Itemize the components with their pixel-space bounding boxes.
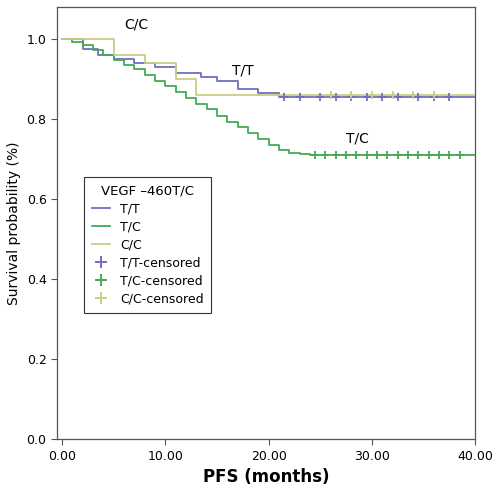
Text: C/C: C/C [124, 18, 148, 32]
Text: T/C: T/C [346, 131, 369, 145]
X-axis label: PFS (months): PFS (months) [203, 468, 330, 486]
Y-axis label: Survival probability (%): Survival probability (%) [7, 141, 21, 305]
Legend: T/T, T/C, C/C, T/T-censored, T/C-censored, C/C-censored: T/T, T/C, C/C, T/T-censored, T/C-censore… [84, 177, 212, 314]
Text: T/T: T/T [232, 63, 254, 77]
